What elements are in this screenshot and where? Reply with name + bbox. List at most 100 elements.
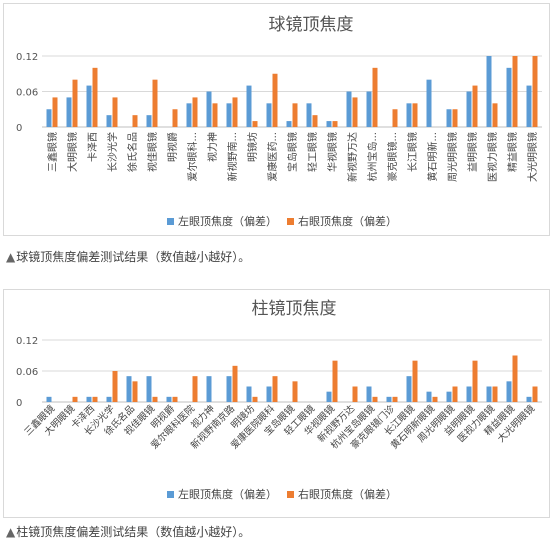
right-eye-bar [72,396,78,402]
x-tick-label: 华视眼镜 [326,132,339,172]
legend-swatch-left [167,491,174,498]
triangle-icon: ▲ [6,525,16,539]
right-eye-bar [212,103,218,127]
y-tick-label: 0 [16,123,22,134]
left-eye-bar [126,376,132,402]
right-eye-bar [472,85,478,127]
x-tick-label: 视佳眼镜 [146,132,159,172]
right-eye-bar [252,121,258,127]
x-tick-label: 爱康医药... [266,132,279,182]
left-eye-bar [386,396,392,402]
y-tick-label: 0.06 [16,88,38,99]
right-eye-bar [152,79,158,127]
left-eye-bar [86,396,92,402]
x-tick-label: 杭州宝岛... [366,132,379,182]
legend-label-left: 左眼顶焦度（偏差） [178,214,277,228]
right-eye-bar [72,79,78,127]
x-tick-label: 卡泽西 [86,132,99,162]
left-eye-bar [226,376,232,402]
right-eye-bar [232,97,238,127]
sphere-caption-text: 球镜顶焦度偏差测试结果（数值越小越好）。 [16,250,251,264]
x-tick-label: 爱尔眼科... [186,132,199,182]
right-eye-bar [92,396,98,402]
legend-label-right: 右眼顶焦度（偏差） [298,487,397,501]
cylinder-caption-text: 柱镜顶焦度偏差测试结果（数值越小越好）。 [16,525,251,539]
right-eye-bar [452,109,458,127]
right-eye-bar [512,355,518,402]
legend-swatch-right [287,491,294,498]
right-eye-bar [352,386,358,402]
left-eye-bar [226,103,232,127]
x-tick-label: 大光明眼镜 [526,132,539,182]
left-eye-bar [506,381,512,402]
left-eye-bar [66,97,72,127]
left-eye-bar [406,376,412,402]
left-eye-bar [246,85,252,127]
legend-swatch-right [287,218,294,225]
right-eye-bar [392,396,398,402]
right-eye-bar [192,97,198,127]
x-tick-label: 明视爵 [166,132,179,162]
chart-title: 柱镜顶焦度 [252,299,337,319]
right-eye-bar [252,396,258,402]
left-eye-bar [486,56,492,127]
left-eye-bar [306,103,312,127]
right-eye-bar [532,386,538,402]
right-eye-bar [472,360,478,402]
left-eye-bar [146,376,152,402]
right-eye-bar [132,115,138,127]
x-tick-label: 视力神 [206,132,219,162]
right-eye-bar [272,376,278,402]
left-eye-bar [486,386,492,402]
left-eye-bar [406,103,412,127]
right-eye-bar [172,109,178,127]
x-tick-label: 三鑫眼镜 [46,132,59,172]
sphere-chart: 球镜顶焦度 0 0.06 0.12 三鑫眼镜 大明眼镜 卡泽西 长沙光学 徐氏名品 视佳眼镜 明视爵… [16,15,542,228]
y-tick-label: 0 [16,398,22,409]
left-eye-bar [166,396,172,402]
right-eye-bar [412,360,418,402]
left-eye-bar [326,391,332,402]
right-eye-bar [272,73,278,127]
right-eye-bar [52,97,58,127]
right-eye-bar [392,109,398,127]
right-eye-bar [132,381,138,402]
y-tick-label: 0.06 [16,367,38,378]
right-eye-bar [512,56,518,127]
right-eye-bar [372,67,378,127]
right-eye-bar [332,360,338,402]
right-eye-bar [112,97,118,127]
x-tick-label: 徐氏名品 [126,132,139,172]
left-eye-bar [106,396,112,402]
right-eye-bar [492,103,498,127]
right-eye-bar [412,103,418,127]
right-eye-bar [232,365,238,402]
x-tick-label: 大明眼镜 [66,132,79,172]
left-eye-bar [146,115,152,127]
x-tick-label: 明镜坊 [246,132,259,162]
left-eye-bar [366,386,372,402]
left-eye-bar [466,386,472,402]
right-eye-bar [292,381,298,402]
cylinder-chart-panel: 柱镜顶焦度 0 0.06 0.12 三鑫眼镜 大明眼镜 卡泽西 长沙光学 徐氏名品 视佳眼镜 明视爵… [3,289,550,518]
chart-title: 球镜顶焦度 [269,15,354,35]
right-eye-bar [312,115,318,127]
right-eye-bar [352,97,358,127]
x-tick-label: 新视野万达 [346,132,359,182]
x-tick-label: 医视力眼镜 [486,132,499,182]
left-eye-bar [326,121,332,127]
left-eye-bar [426,79,432,127]
cylinder-chart: 柱镜顶焦度00.060.12三鑫眼镜大明眼镜卡泽西长沙光学徐氏名品视佳眼镜明视爵… [16,299,542,501]
x-tick-label: 长江眼镜 [406,132,419,172]
legend-label-right: 右眼顶焦度（偏差） [298,214,397,228]
right-eye-bar [452,386,458,402]
left-eye-bar [246,386,252,402]
x-tick-label: 黄石明新... [426,132,439,182]
left-eye-bar [426,391,432,402]
left-eye-bar [466,91,472,127]
right-eye-bar [372,396,378,402]
right-eye-bar [492,386,498,402]
right-eye-bar [292,103,298,127]
left-eye-bar [206,91,212,127]
x-tick-label: 宝岛眼镜 [286,132,299,172]
